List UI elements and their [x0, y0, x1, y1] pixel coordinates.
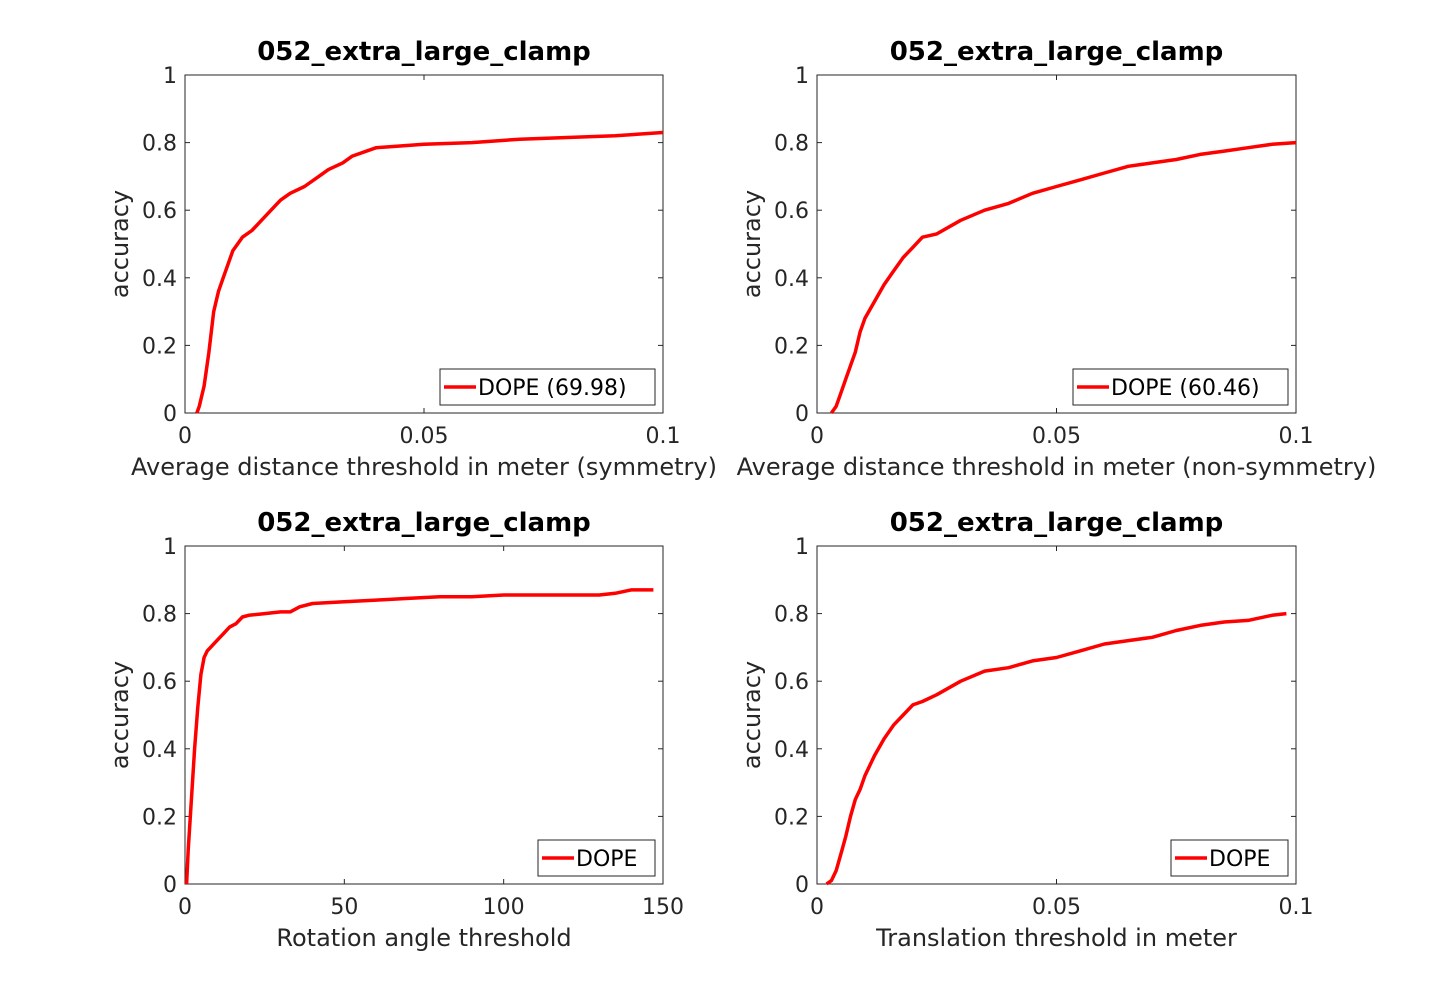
chart-title: 052_extra_large_clamp: [257, 508, 591, 538]
y-tick-label: 1: [795, 535, 809, 560]
x-tick-label: 0.05: [400, 424, 449, 449]
y-tick-label: 0.6: [774, 670, 809, 695]
chart-title: 052_extra_large_clamp: [890, 37, 1224, 67]
x-tick-label: 0: [810, 895, 824, 920]
y-tick-label: 1: [163, 64, 177, 89]
y-tick-label: 1: [163, 535, 177, 560]
legend: DOPE (60.46): [1072, 368, 1289, 406]
y-tick-label: 0.6: [142, 670, 177, 695]
y-tick-label: 0.4: [774, 738, 809, 763]
y-tick-label: 0.8: [142, 132, 177, 157]
plot-frame: [184, 74, 664, 414]
series-line-1: [829, 140, 1297, 415]
y-tick-label: 0.8: [774, 603, 809, 628]
y-tick-label: 0.2: [142, 805, 177, 830]
x-tick-label: 150: [642, 895, 684, 920]
y-axis-label: accuracy: [738, 661, 766, 769]
legend-label: DOPE (69.98): [478, 376, 627, 401]
chart-title: 052_extra_large_clamp: [890, 508, 1224, 538]
legend: DOPE: [1170, 839, 1289, 877]
x-tick-label: 0.05: [1032, 424, 1081, 449]
y-tick-label: 0.4: [142, 738, 177, 763]
x-tick-label: 0: [178, 424, 192, 449]
y-tick-label: 0.4: [142, 267, 177, 292]
plot-frame: [816, 545, 1297, 885]
x-tick-label: 100: [483, 895, 525, 920]
y-axis-label: accuracy: [106, 190, 134, 298]
y-tick-label: 0: [163, 873, 177, 898]
series-line-1: [195, 130, 664, 414]
legend-label: DOPE: [576, 847, 637, 872]
series-line-1: [825, 611, 1287, 886]
subplot-2: 052_extra_large_clamp 0 0.05 0.1 0 0.2 0.4 0.6 0…: [737, 37, 1377, 481]
x-axis-label: Rotation angle threshold: [276, 924, 571, 952]
subplot-1: 052_extra_large_clamp 0 0.05 0.1 0 0.2 0.4 0.6 0…: [106, 37, 717, 481]
subplot-3: 052_extra_large_clamp 0 50 100 150 0 0.2 0.4 0.6…: [106, 508, 684, 952]
plot-frame: [184, 545, 664, 885]
x-tick-label: 0.1: [1279, 424, 1314, 449]
y-tick-label: 0.2: [774, 334, 809, 359]
x-tick-label: 0.1: [1279, 895, 1314, 920]
y-tick-label: 1: [795, 64, 809, 89]
x-axis-label: Average distance threshold in meter (non…: [737, 453, 1377, 481]
series-line-1: [184, 588, 654, 885]
y-tick-label: 0.8: [774, 132, 809, 157]
y-tick-label: 0.8: [142, 603, 177, 628]
y-tick-label: 0: [163, 402, 177, 427]
legend-label: DOPE (60.46): [1111, 376, 1260, 401]
plot-frame: [816, 74, 1297, 414]
x-axis-label: Translation threshold in meter: [875, 924, 1237, 952]
x-tick-label: 0: [810, 424, 824, 449]
legend: DOPE (69.98): [439, 368, 656, 406]
subplot-4: 052_extra_large_clamp 0 0.05 0.1 0 0.2 0.4 0.6 0…: [738, 508, 1314, 952]
y-axis-label: accuracy: [106, 661, 134, 769]
x-tick-label: 0.05: [1032, 895, 1081, 920]
x-axis-label: Average distance threshold in meter (sym…: [131, 453, 717, 481]
y-tick-label: 0.4: [774, 267, 809, 292]
y-tick-label: 0: [795, 873, 809, 898]
legend-label: DOPE: [1209, 847, 1270, 872]
y-tick-label: 0.6: [142, 199, 177, 224]
y-tick-label: 0.2: [142, 334, 177, 359]
x-tick-label: 0: [178, 895, 192, 920]
y-tick-label: 0.6: [774, 199, 809, 224]
y-axis-label: accuracy: [738, 190, 766, 298]
chart-title: 052_extra_large_clamp: [257, 37, 591, 67]
y-tick-label: 0.2: [774, 805, 809, 830]
x-tick-label: 0.1: [646, 424, 681, 449]
legend: DOPE: [537, 839, 656, 877]
y-tick-label: 0: [795, 402, 809, 427]
x-tick-label: 50: [330, 895, 358, 920]
